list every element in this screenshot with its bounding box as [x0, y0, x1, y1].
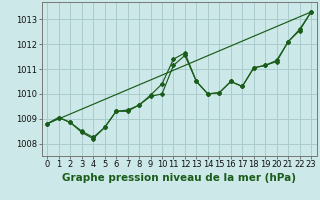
X-axis label: Graphe pression niveau de la mer (hPa): Graphe pression niveau de la mer (hPa)	[62, 173, 296, 183]
